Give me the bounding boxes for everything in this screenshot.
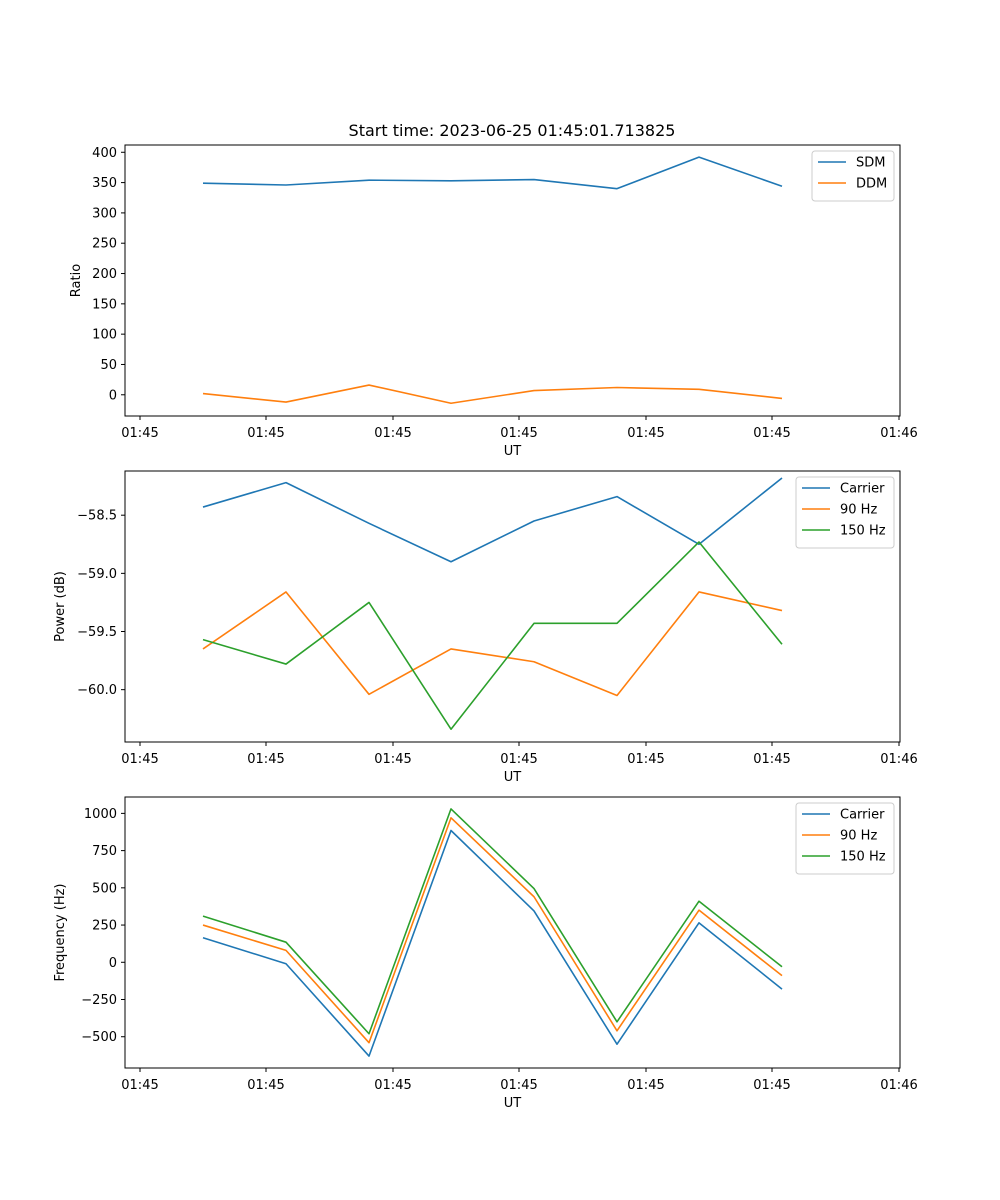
y-tick-label: 750 [92, 844, 117, 859]
y-tick-label: −250 [81, 993, 117, 1008]
x-axis-label: UT [504, 444, 522, 459]
x-axis-label: UT [504, 1096, 522, 1111]
legend-entry: 90 Hz [840, 829, 877, 844]
x-tick-label: 01:45 [753, 752, 790, 767]
x-tick-label: 01:46 [880, 752, 917, 767]
x-tick-label: 01:45 [500, 1078, 537, 1093]
y-tick-label: −59.0 [77, 567, 117, 582]
y-tick-label: 200 [92, 267, 117, 282]
x-tick-label: 01:45 [247, 1078, 284, 1093]
panels: 01:45 01:45 01:45 01:45 01:45 01:45 01:46 0 50 10… [53, 144, 918, 1111]
chart-panel-3: 01:45 01:45 01:45 01:45 01:45 01:45 01:46 −500 −… [53, 796, 918, 1111]
y-tick-label: 500 [92, 881, 117, 896]
x-tick-label: 01:45 [247, 752, 284, 767]
y-tick-label: −500 [81, 1030, 117, 1045]
x-tick-label: 01:45 [500, 752, 537, 767]
axes-frame [124, 144, 901, 417]
y-tick-label: −58.5 [77, 509, 117, 524]
legend-entry: Carrier [840, 482, 885, 497]
x-tick-label: 01:45 [247, 426, 284, 441]
x-tick-label: 01:45 [627, 1078, 664, 1093]
y-tick-label: 350 [92, 176, 117, 191]
x-tick-label: 01:45 [753, 1078, 790, 1093]
y-tick-label: −59.5 [77, 625, 117, 640]
y-tick-label: 250 [92, 237, 117, 252]
series-line-carrier [202, 477, 783, 563]
legend-entry: 150 Hz [840, 850, 886, 865]
axes-frame [124, 796, 901, 1069]
legend-box [811, 150, 895, 202]
legend: SDM DDM [811, 150, 895, 202]
x-tick-label: 01:45 [374, 752, 411, 767]
legend-entry: Carrier [840, 808, 885, 823]
y-tick-label: 0 [109, 388, 117, 403]
x-tick-label: 01:46 [880, 426, 917, 441]
legend-entry: 90 Hz [840, 503, 877, 518]
x-tick-label: 01:45 [374, 1078, 411, 1093]
series-line-ddm [202, 384, 783, 405]
y-tick-label: 1000 [84, 807, 117, 822]
legend-entry: DDM [856, 177, 887, 192]
y-tick-label: 300 [92, 206, 117, 221]
legend: Carrier 90 Hz 150 Hz [795, 476, 895, 549]
x-tick-label: 01:45 [627, 752, 664, 767]
series-line-carrier [202, 829, 783, 1057]
y-axis-label: Ratio [69, 264, 84, 297]
series-line-90-hz [202, 817, 783, 1044]
series-line-150-hz [202, 541, 783, 731]
axes-frame [124, 470, 901, 743]
x-tick-label: 01:45 [121, 752, 158, 767]
series-line-sdm [202, 156, 783, 190]
legend: Carrier 90 Hz 150 Hz [795, 802, 895, 875]
y-tick-label: −60.0 [77, 683, 117, 698]
y-tick-label: 250 [92, 919, 117, 934]
x-tick-label: 01:45 [374, 426, 411, 441]
series-line-90-hz [202, 591, 783, 697]
x-tick-label: 01:46 [880, 1078, 917, 1093]
y-axis-label: Power (dB) [53, 571, 68, 642]
legend-entry: SDM [856, 156, 885, 171]
y-tick-label: 400 [92, 146, 117, 161]
legend-entry: 150 Hz [840, 524, 886, 539]
x-axis-label: UT [504, 770, 522, 785]
chart-panel-2: 01:45 01:45 01:45 01:45 01:45 01:45 01:46 −60.0… [53, 470, 918, 785]
y-tick-label: 50 [100, 358, 117, 373]
figure-title: Start time: 2023-06-25 01:45:01.713825 [349, 121, 676, 140]
x-tick-label: 01:45 [121, 426, 158, 441]
y-tick-label: 0 [109, 956, 117, 971]
y-tick-label: 150 [92, 297, 117, 312]
x-tick-label: 01:45 [753, 426, 790, 441]
x-tick-label: 01:45 [627, 426, 664, 441]
x-tick-label: 01:45 [500, 426, 537, 441]
y-axis-label: Frequency (Hz) [53, 883, 68, 981]
series-line-150-hz [202, 808, 783, 1035]
x-tick-label: 01:45 [121, 1078, 158, 1093]
y-tick-label: 100 [92, 328, 117, 343]
chart-panel-1: 01:45 01:45 01:45 01:45 01:45 01:45 01:46 0 50 10… [69, 144, 918, 459]
